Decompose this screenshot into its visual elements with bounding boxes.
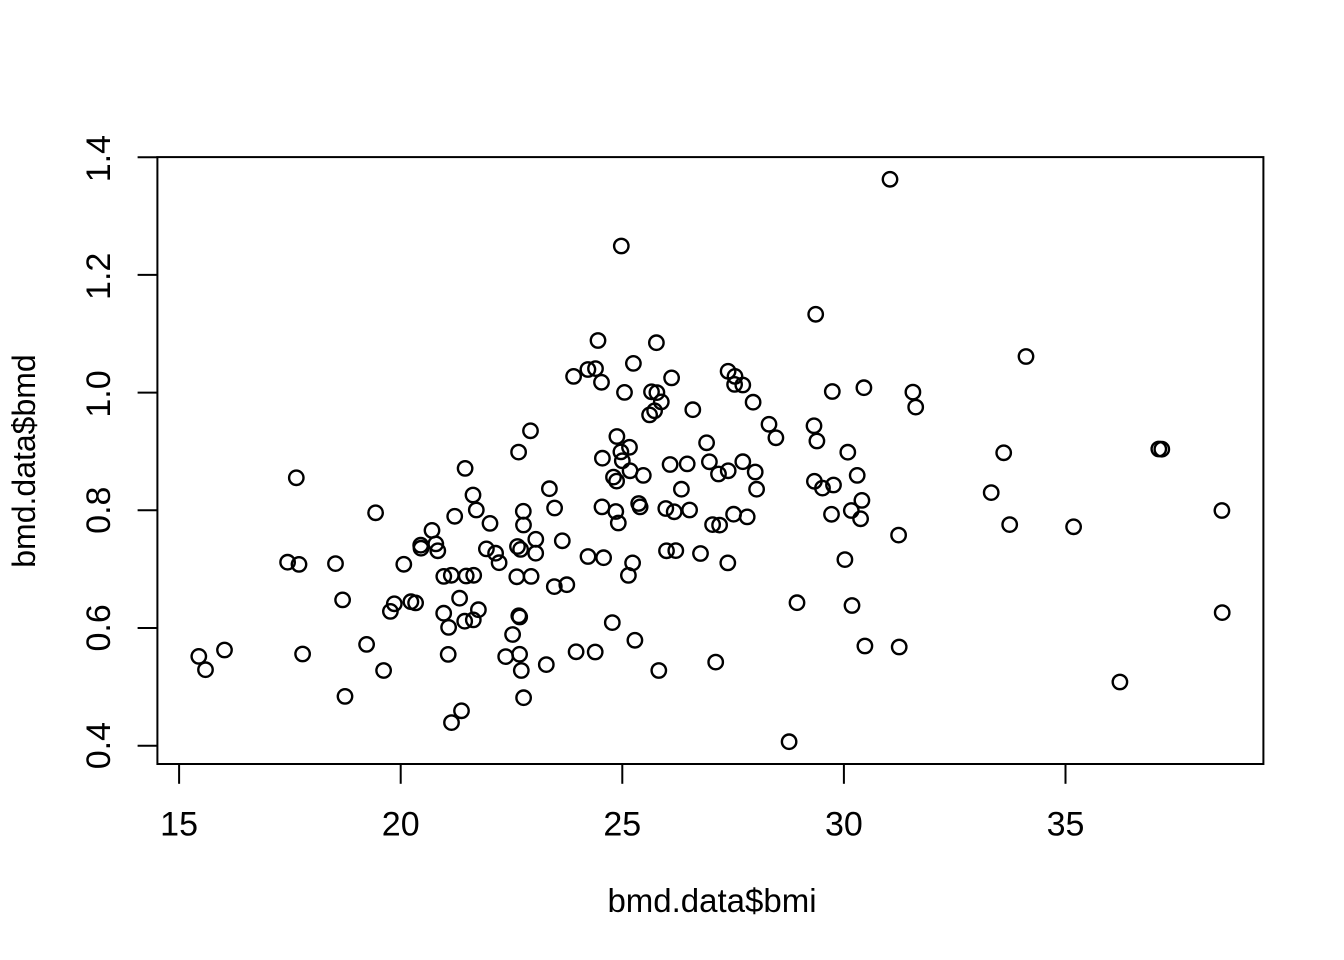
svg-text:bmd.data$bmi: bmd.data$bmi xyxy=(607,882,816,919)
svg-text:1.2: 1.2 xyxy=(80,253,118,300)
svg-text:30: 30 xyxy=(825,806,863,844)
svg-text:35: 35 xyxy=(1047,806,1085,844)
svg-text:0.8: 0.8 xyxy=(80,487,118,534)
svg-text:15: 15 xyxy=(160,806,198,844)
svg-text:0.6: 0.6 xyxy=(80,604,118,651)
svg-text:1.4: 1.4 xyxy=(80,135,118,182)
svg-text:25: 25 xyxy=(603,806,641,844)
svg-text:1.0: 1.0 xyxy=(80,370,118,417)
svg-text:20: 20 xyxy=(382,806,420,844)
svg-text:0.4: 0.4 xyxy=(80,722,118,769)
svg-text:bmd.data$bmd: bmd.data$bmd xyxy=(6,354,42,567)
